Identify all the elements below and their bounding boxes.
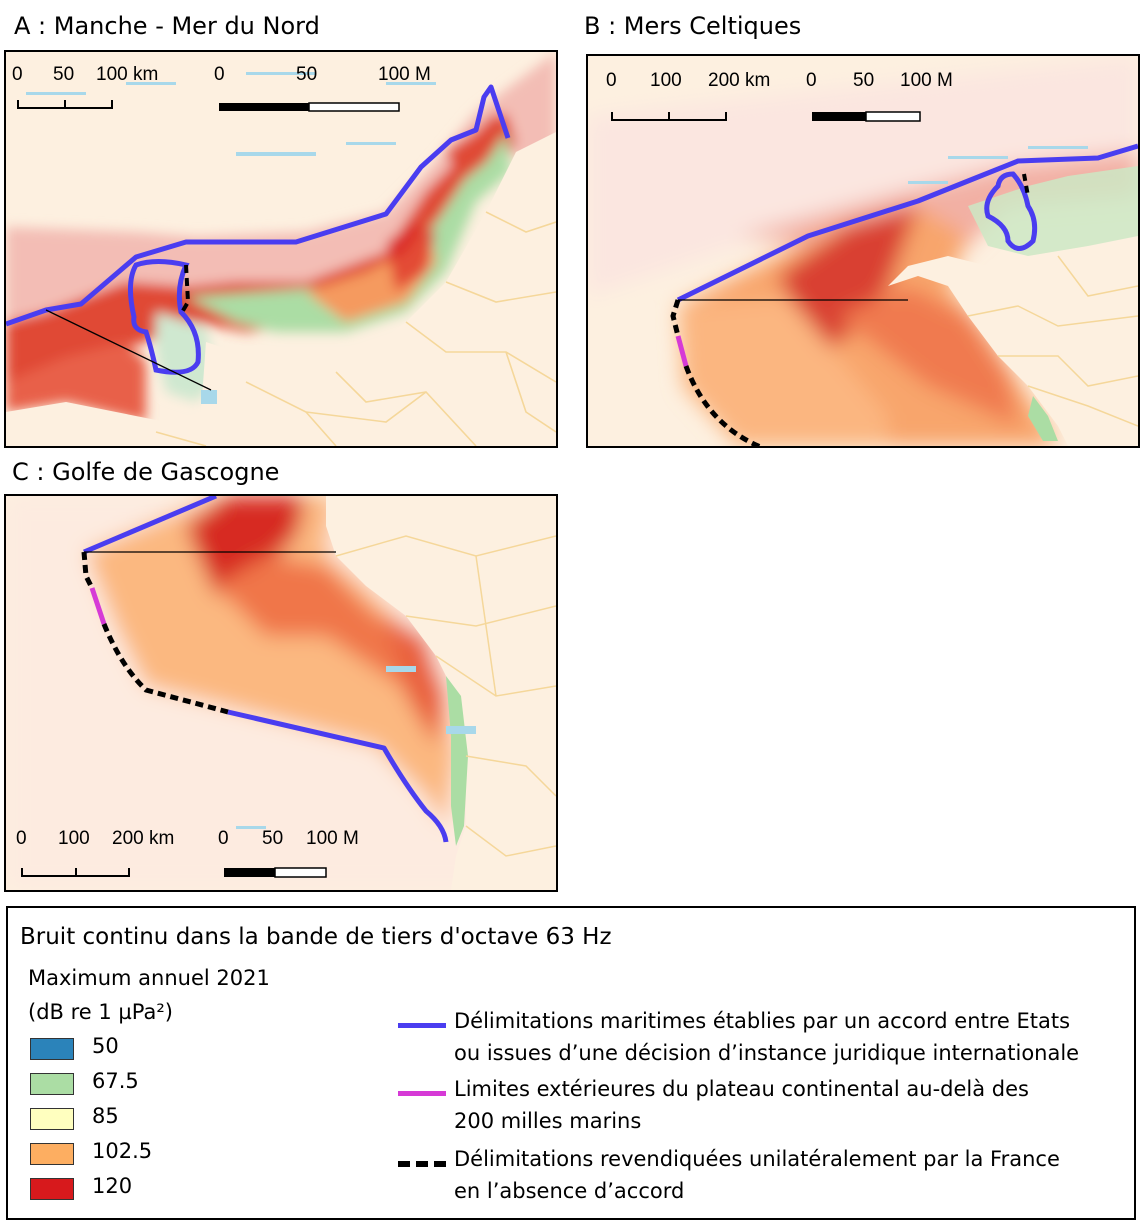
baseline-a xyxy=(45,309,212,391)
boundary-ecs-b xyxy=(675,335,689,367)
water-marks-a xyxy=(26,72,436,404)
scale-bar-km-c xyxy=(21,868,130,877)
swatch-label: 120 xyxy=(92,1174,133,1198)
swatch-label: 50 xyxy=(92,1034,119,1058)
boundary-unilateral-c-2 xyxy=(101,623,229,715)
scale-bar-nm-b xyxy=(812,111,921,122)
boundary-agreement-c-south xyxy=(227,709,449,843)
line-symbol-agreement xyxy=(398,1023,446,1028)
scale-km-100-a: 100 km xyxy=(96,64,159,85)
legend-subtitle-2: (dB re 1 µPa²) xyxy=(28,1000,173,1024)
map-b-canvas xyxy=(588,56,1138,446)
scale-nm-0-b: 0 xyxy=(806,70,817,91)
admin-borders-b xyxy=(967,255,1138,427)
legend-box: Bruit continu dans la bande de tiers d'o… xyxy=(6,906,1136,1220)
line-symbol-unilateral xyxy=(398,1161,446,1167)
boundary-unilateral-b-islands xyxy=(1022,173,1030,197)
scale-km-200-c: 200 km xyxy=(112,828,175,849)
scale-nm-0-a: 0 xyxy=(214,64,225,85)
scale-bar-nm-a xyxy=(219,102,400,112)
map-panel-a[interactable]: 0 50 100 km 0 50 100 M xyxy=(4,50,558,448)
land-coast-a xyxy=(6,132,556,446)
scale-km-100-c: 100 xyxy=(58,828,90,849)
swatch-50 xyxy=(30,1038,74,1060)
scale-bar-km-a xyxy=(17,100,113,109)
legend-subtitle-1: Maximum annuel 2021 xyxy=(28,966,270,990)
water-marks-c xyxy=(236,666,476,829)
raster-coast-green-b xyxy=(1028,396,1058,441)
map-a-canvas xyxy=(6,52,556,446)
boundary-unilateral-b xyxy=(670,299,681,337)
scale-bar-km-b xyxy=(611,112,727,121)
scale-nm-50-c: 50 xyxy=(262,828,284,849)
scale-km-50-a: 50 xyxy=(53,64,75,85)
scale-km-100-b: 100 xyxy=(650,70,682,91)
boundary-agreement-b xyxy=(676,143,1138,303)
boundary-channel-islands-b xyxy=(984,171,1038,251)
panel-c-title: C : Golfe de Gascogne xyxy=(12,458,280,486)
admin-borders-c xyxy=(335,535,556,857)
boundary-agreement-c-north xyxy=(83,496,217,555)
boundary-unilateral-c-1 xyxy=(81,551,95,590)
map-c-canvas xyxy=(6,496,556,890)
map-panel-b[interactable]: 0 100 200 km 0 50 100 M xyxy=(586,54,1140,448)
line-label-ecs-2: 200 milles marins xyxy=(454,1109,642,1133)
land-coast-c xyxy=(326,496,556,890)
scale-nm-50-a: 50 xyxy=(296,64,318,85)
scale-km-200-b: 200 km xyxy=(708,70,771,91)
scale-nm-50-b: 50 xyxy=(853,70,875,91)
boundary-channel-islands-a xyxy=(128,259,201,375)
line-label-agreement-1: Délimitations maritimes établies par un … xyxy=(454,1009,1071,1033)
swatch-85 xyxy=(30,1108,74,1130)
line-symbol-ecs xyxy=(398,1091,446,1096)
boundary-agreement-a xyxy=(6,84,511,327)
line-label-unilateral-2: en l’absence d’accord xyxy=(454,1179,685,1203)
swatch-67-5 xyxy=(30,1073,74,1095)
scale-bar-nm-c xyxy=(224,867,327,878)
admin-borders-a xyxy=(155,211,556,446)
swatch-label: 85 xyxy=(92,1104,119,1128)
water-marks-b xyxy=(908,146,1088,184)
scale-nm-0-c: 0 xyxy=(218,828,229,849)
scale-nm-100-c: 100 M xyxy=(306,828,359,849)
swatch-label: 67.5 xyxy=(92,1069,139,1093)
scale-nm-100-a: 100 M xyxy=(378,64,431,85)
line-label-unilateral-1: Délimitations revendiquées unilatéraleme… xyxy=(454,1147,1060,1171)
panel-a-title: A : Manche - Mer du Nord xyxy=(14,12,320,40)
swatch-label: 102.5 xyxy=(92,1139,153,1163)
scale-nm-100-b: 100 M xyxy=(900,70,953,91)
legend-title: Bruit continu dans la bande de tiers d'o… xyxy=(20,924,612,950)
scale-km-0-b: 0 xyxy=(606,70,617,91)
boundary-unilateral-b-2 xyxy=(683,365,764,446)
swatch-120 xyxy=(30,1178,74,1200)
scale-km-0-c: 0 xyxy=(16,828,27,849)
map-panel-c[interactable]: 0 100 200 km 0 50 100 M xyxy=(4,494,558,892)
line-label-agreement-2: ou issues d’une décision d’instance juri… xyxy=(454,1041,1080,1065)
panel-b-title: B : Mers Celtiques xyxy=(584,12,802,40)
scale-km-0-a: 0 xyxy=(12,64,23,85)
swatch-102-5 xyxy=(30,1143,74,1165)
raster-channel-b xyxy=(968,166,1138,256)
land-brittany-b xyxy=(888,236,1138,446)
boundary-unilateral-a xyxy=(179,264,191,316)
boundary-ecs-c xyxy=(89,587,107,625)
raster-coast-green-c xyxy=(446,676,468,846)
line-label-ecs-1: Limites extérieures du plateau continent… xyxy=(454,1077,1029,1101)
